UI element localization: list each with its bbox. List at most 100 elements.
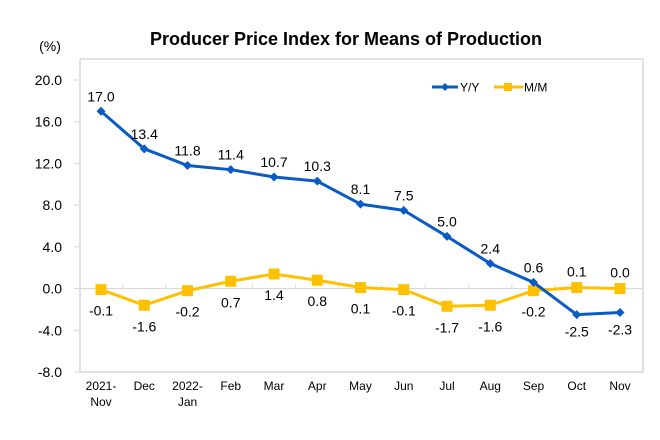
data-point-mm [528, 285, 539, 297]
plot-area-frame [79, 58, 644, 373]
data-point-mm [182, 285, 193, 297]
chart-title: Producer Price Index for Means of Produc… [150, 29, 542, 49]
data-point-yy [615, 308, 625, 318]
x-tick-label-line: Jan [178, 395, 197, 409]
data-point-yy [183, 161, 192, 171]
x-tick-label: Dec [134, 379, 155, 393]
data-point-yy [399, 205, 409, 215]
y-tick-label: -4.0 [38, 322, 62, 338]
x-tick-label: Aug [480, 379, 501, 393]
data-label-mm: -0.2 [175, 304, 199, 320]
x-tick-label: Oct [567, 379, 586, 393]
data-point-yy [96, 106, 106, 116]
data-label-mm: -0.1 [392, 303, 416, 319]
data-label-yy: 7.5 [394, 187, 414, 203]
data-label-mm: 0.7 [221, 294, 241, 310]
x-tick-label-line: Nov [90, 395, 111, 409]
data-label-yy: 10.7 [260, 154, 287, 170]
y-tick-label: 16.0 [35, 114, 62, 130]
data-label-mm: -1.6 [478, 318, 502, 334]
x-tick-label-line: Mar [264, 379, 285, 393]
x-tick-label-line: Apr [308, 379, 327, 393]
x-tick-label-line: Jul [439, 379, 454, 393]
x-tick-label-line: Jun [394, 379, 413, 393]
legend-item-mm: M/M [494, 81, 547, 95]
data-point-yy [572, 310, 582, 320]
data-label-yy: 11.8 [174, 143, 200, 159]
data-point-yy [356, 199, 365, 209]
x-tick-label-line: 2021- [86, 379, 117, 393]
data-point-yy [442, 231, 452, 241]
legend: Y/Y M/M [432, 81, 547, 95]
x-tick-label: Feb [220, 379, 241, 393]
data-labels-group: -0.1 -1.6 -0.2 0.7 1.4 0.8 0.1 -0.1 -1.7 -1.6 -0.2… [87, 88, 632, 339]
data-point-mm [355, 282, 366, 294]
data-label-mm: -0.1 [89, 303, 113, 319]
data-point-mm [268, 268, 280, 280]
y-tick-label: 4.0 [43, 239, 63, 255]
data-label-yy: 11.4 [218, 147, 244, 163]
legend-yy-label: Y/Y [460, 81, 479, 95]
data-point-yy [269, 172, 279, 182]
legend-yy-diamond-marker [441, 83, 449, 91]
data-label-mm: 0.1 [351, 301, 371, 317]
data-label-mm: -1.7 [435, 319, 459, 335]
y-tick-label: 12.0 [35, 155, 62, 171]
y-tick-label: 8.0 [43, 197, 63, 213]
data-point-mm [311, 274, 323, 286]
data-label-yy: -2.5 [565, 324, 589, 340]
x-tick-label-line: Nov [609, 379, 630, 393]
x-tick-label: 2021- Nov [86, 379, 117, 409]
x-tick-label: Apr [308, 379, 327, 393]
data-point-mm [571, 282, 583, 294]
x-tick-label: Sep [523, 379, 545, 393]
data-label-mm: 0.0 [610, 265, 630, 281]
data-label-mm: 1.4 [264, 287, 284, 303]
data-point-mm [441, 300, 453, 312]
x-tick-label: Jul [439, 379, 454, 393]
x-tick-label-line: Oct [567, 379, 586, 393]
series-group [95, 106, 626, 320]
data-point-mm [225, 275, 237, 287]
data-label-yy: 5.0 [437, 213, 457, 229]
data-label-mm: -0.2 [521, 304, 545, 320]
data-point-mm [484, 299, 496, 311]
x-axis: 2021- Nov Dec 2022- Jan Feb Mar Apr May Jun Jul Aug… [86, 379, 631, 409]
data-label-mm: 0.1 [567, 264, 587, 280]
data-point-yy [312, 176, 322, 186]
y-axis-unit-label: (%) [39, 38, 61, 54]
data-label-mm: 0.8 [308, 293, 328, 309]
data-label-yy: 10.3 [304, 158, 331, 174]
data-point-yy [485, 259, 495, 269]
x-tick-label-line: Feb [220, 379, 241, 393]
data-point-mm [614, 283, 626, 295]
data-label-yy: 8.1 [351, 181, 371, 197]
data-point-yy [139, 144, 149, 154]
x-tick-label: 2022- Jan [172, 379, 203, 409]
x-tick-label-line: Sep [523, 379, 545, 393]
legend-mm-label: M/M [524, 81, 547, 95]
data-label-yy: -2.3 [608, 322, 632, 338]
data-point-mm [138, 299, 150, 311]
x-tick-label-line: May [349, 379, 372, 393]
y-axis: -8.0 -4.0 0.0 4.0 8.0 12.0 16.0 20.0 [35, 72, 80, 380]
legend-mm-square-marker [504, 83, 512, 91]
data-point-yy [226, 165, 236, 175]
data-label-yy: 0.6 [524, 259, 544, 275]
data-label-mm: -1.6 [132, 318, 156, 334]
data-label-yy: 2.4 [481, 241, 501, 257]
x-tick-label-line: Dec [134, 379, 155, 393]
y-tick-label: 20.0 [35, 72, 62, 88]
y-tick-label: -8.0 [38, 364, 62, 380]
x-tick-label: Nov [609, 379, 630, 393]
data-label-yy: 13.4 [131, 126, 158, 142]
x-tick-label: Jun [394, 379, 413, 393]
y-tick-label: 0.0 [43, 281, 63, 297]
x-tick-label: Mar [264, 379, 285, 393]
x-tick-label: May [349, 379, 372, 393]
data-point-mm [95, 284, 107, 296]
x-tick-label-line: Aug [480, 379, 501, 393]
x-tick-label-line: 2022- [172, 379, 203, 393]
data-point-mm [398, 284, 410, 296]
